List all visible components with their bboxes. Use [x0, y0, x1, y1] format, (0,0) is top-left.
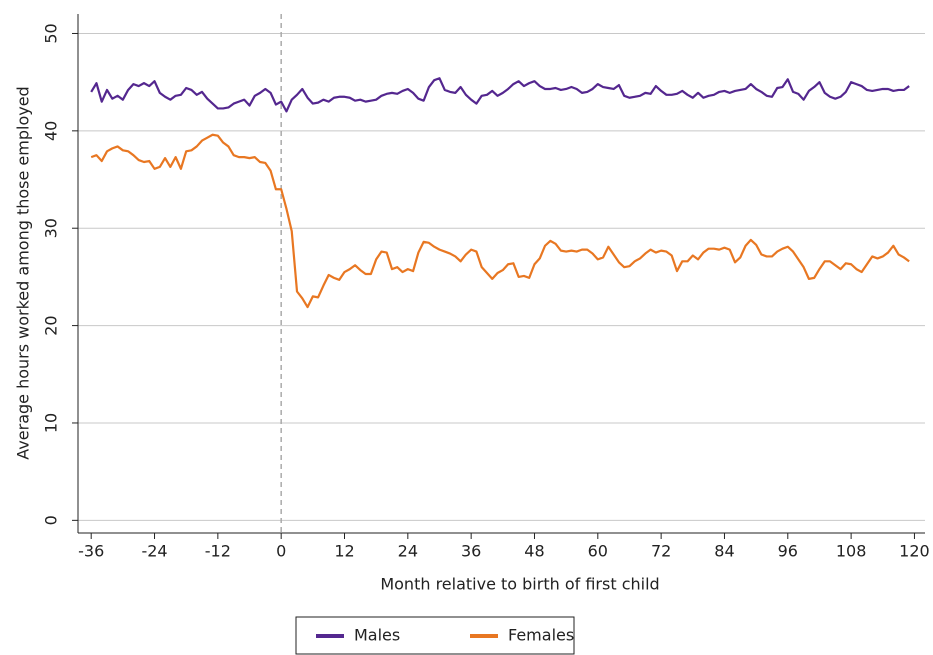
x-tick-label: 108 — [836, 542, 867, 561]
x-tick-label: -24 — [141, 542, 167, 561]
legend-label: Females — [508, 626, 574, 645]
y-tick-label: 10 — [42, 413, 61, 433]
x-tick-label: 120 — [899, 542, 930, 561]
y-tick-label: 20 — [42, 315, 61, 335]
y-tick-label: 40 — [42, 121, 61, 141]
legend-label: Males — [354, 626, 400, 645]
x-tick-label: 24 — [398, 542, 418, 561]
y-tick-label: 30 — [42, 218, 61, 238]
y-tick-label: 0 — [42, 515, 61, 525]
x-axis-title: Month relative to birth of first child — [380, 575, 659, 594]
y-tick-label: 50 — [42, 23, 61, 43]
x-tick-label: 48 — [524, 542, 544, 561]
x-tick-label: 12 — [334, 542, 354, 561]
series-line — [90, 77, 910, 113]
x-tick-label: -12 — [205, 542, 231, 561]
x-tick-label: 36 — [461, 542, 481, 561]
x-tick-label: 96 — [778, 542, 798, 561]
x-tick-label: 72 — [651, 542, 671, 561]
x-tick-label: 0 — [276, 542, 286, 561]
x-tick-label: 84 — [714, 542, 734, 561]
x-tick-label: -36 — [78, 542, 104, 561]
y-axis-title: Average hours worked among those employe… — [14, 86, 33, 459]
series-line — [90, 133, 910, 309]
x-tick-label: 60 — [588, 542, 608, 561]
